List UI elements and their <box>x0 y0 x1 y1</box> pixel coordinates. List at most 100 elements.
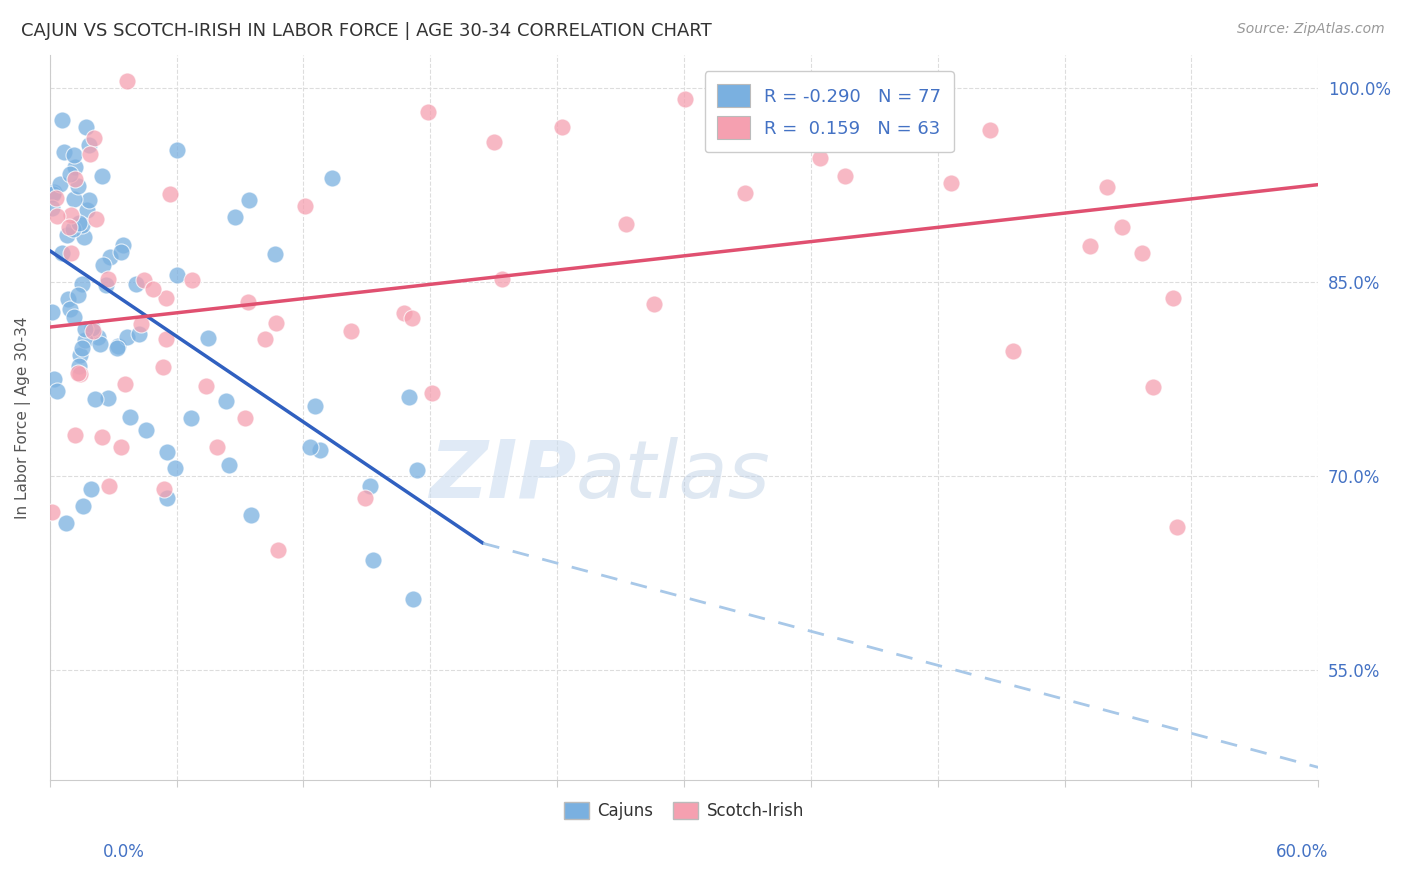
Point <box>644 297 666 311</box>
Point <box>80 321 103 335</box>
Point <box>308 443 330 458</box>
Point <box>42 187 65 202</box>
Point <box>238 193 260 207</box>
Point <box>112 238 135 252</box>
Point <box>614 217 637 231</box>
Point <box>87 329 110 343</box>
Point <box>240 508 263 523</box>
Point <box>42 372 65 386</box>
Point <box>1130 246 1153 260</box>
Point <box>304 399 326 413</box>
Point <box>745 129 768 144</box>
Point <box>156 444 179 458</box>
Point <box>56 228 79 243</box>
Point <box>979 123 1001 137</box>
Point <box>63 192 86 206</box>
Point <box>73 322 96 336</box>
Point <box>166 268 188 283</box>
Point <box>675 92 697 106</box>
Point <box>59 168 82 182</box>
Point <box>97 391 120 405</box>
Text: 0.0%: 0.0% <box>103 843 145 861</box>
Point <box>194 379 217 393</box>
Point <box>1095 179 1118 194</box>
Point <box>70 341 93 355</box>
Point <box>98 250 121 264</box>
Point <box>46 209 69 223</box>
Point <box>63 172 86 186</box>
Point <box>1142 380 1164 394</box>
Y-axis label: In Labor Force | Age 30-34: In Labor Force | Age 30-34 <box>15 317 31 519</box>
Point <box>63 148 86 162</box>
Point <box>55 516 77 531</box>
Point <box>155 333 177 347</box>
Point <box>110 440 132 454</box>
Point <box>110 245 132 260</box>
Point <box>205 441 228 455</box>
Point <box>233 411 256 425</box>
Point <box>550 120 572 135</box>
Point <box>67 359 90 373</box>
Point <box>1002 343 1025 358</box>
Point <box>60 246 83 260</box>
Point <box>114 377 136 392</box>
Point <box>49 178 72 192</box>
Point <box>115 74 138 88</box>
Point <box>41 201 63 215</box>
Point <box>66 288 89 302</box>
Point <box>82 325 104 339</box>
Point <box>73 230 96 244</box>
Point <box>70 277 93 291</box>
Point <box>76 202 98 217</box>
Point <box>128 326 150 341</box>
Point <box>134 273 156 287</box>
Text: CAJUN VS SCOTCH-IRISH IN LABOR FORCE | AGE 30-34 CORRELATION CHART: CAJUN VS SCOTCH-IRISH IN LABOR FORCE | A… <box>21 22 711 40</box>
Point <box>131 318 153 332</box>
Point <box>406 463 429 477</box>
Point <box>65 427 87 442</box>
Point <box>218 458 240 473</box>
Point <box>98 479 121 493</box>
Point <box>398 390 420 404</box>
Point <box>321 170 343 185</box>
Point <box>59 302 82 317</box>
Point <box>70 219 93 233</box>
Point <box>808 151 831 165</box>
Point <box>107 339 129 353</box>
Point <box>152 359 174 374</box>
Point <box>939 177 962 191</box>
Point <box>79 146 101 161</box>
Point <box>734 186 756 201</box>
Point <box>420 385 443 400</box>
Point <box>63 160 86 174</box>
Text: Source: ZipAtlas.com: Source: ZipAtlas.com <box>1237 22 1385 37</box>
Point <box>46 384 69 398</box>
Point <box>77 193 100 207</box>
Point <box>58 220 80 235</box>
Point <box>105 341 128 355</box>
Point <box>482 135 505 149</box>
Point <box>354 491 377 505</box>
Point <box>180 410 202 425</box>
Point <box>142 282 165 296</box>
Point <box>1078 239 1101 253</box>
Legend: Cajuns, Scotch-Irish: Cajuns, Scotch-Irish <box>557 795 811 826</box>
Point <box>96 278 118 293</box>
Point <box>152 482 174 496</box>
Point <box>166 143 188 157</box>
Point <box>90 169 112 183</box>
Point <box>69 348 91 362</box>
Point <box>253 332 276 346</box>
Point <box>42 186 65 200</box>
Point <box>298 440 321 454</box>
Point <box>401 310 423 325</box>
Point <box>41 304 63 318</box>
Point <box>72 499 94 513</box>
Point <box>125 277 148 292</box>
Point <box>69 367 91 381</box>
Point <box>75 333 97 347</box>
Point <box>75 120 97 134</box>
Point <box>180 272 202 286</box>
Point <box>51 245 73 260</box>
Point <box>135 423 157 437</box>
